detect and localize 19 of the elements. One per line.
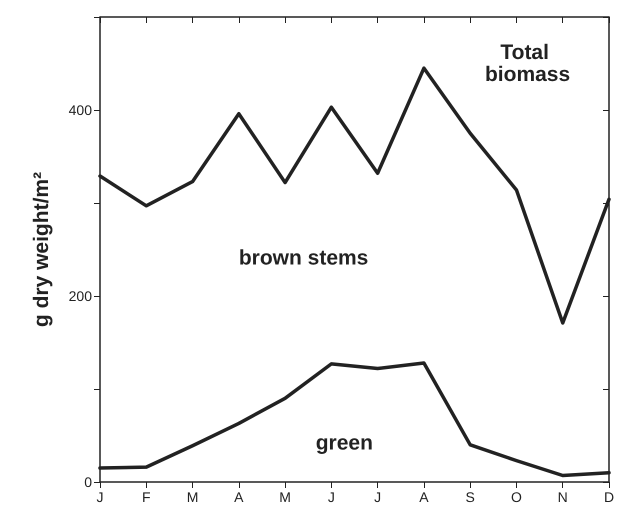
x-tick-label: M [186, 489, 198, 505]
y-tick-label: 0 [84, 474, 92, 490]
x-tick-label: S [466, 489, 475, 505]
annotation: Total biomass [484, 41, 570, 86]
x-tick-label: N [558, 489, 568, 505]
x-tick-label: J [374, 489, 382, 505]
x-tick-label: A [234, 489, 244, 505]
x-tick-label: M [279, 489, 291, 505]
y-tick-label: 400 [68, 102, 92, 118]
x-tick-label: F [142, 489, 151, 505]
x-tick-label: O [511, 489, 522, 505]
y-tick-label: 200 [68, 288, 92, 304]
x-tick-label: J [328, 489, 335, 505]
x-tick-label: D [604, 489, 614, 505]
x-tick-label: A [419, 489, 430, 505]
annotation: brown stems [238, 246, 368, 270]
annotation: green [316, 431, 373, 454]
y-axis-title: g dry weight/m² [30, 172, 53, 328]
x-tick-label: J [96, 489, 104, 505]
